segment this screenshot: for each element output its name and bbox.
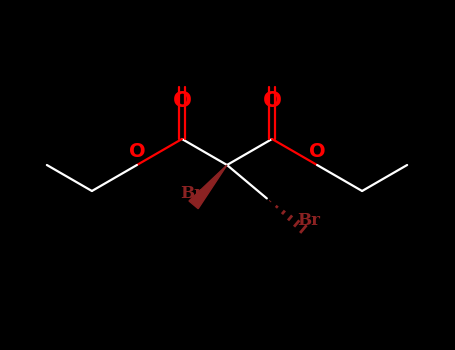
Text: O: O [129, 142, 145, 161]
Text: O: O [172, 91, 192, 111]
Text: Br: Br [297, 212, 320, 229]
Text: O: O [309, 142, 325, 161]
Text: Br: Br [180, 185, 203, 202]
Text: O: O [263, 91, 282, 111]
Polygon shape [189, 165, 227, 209]
